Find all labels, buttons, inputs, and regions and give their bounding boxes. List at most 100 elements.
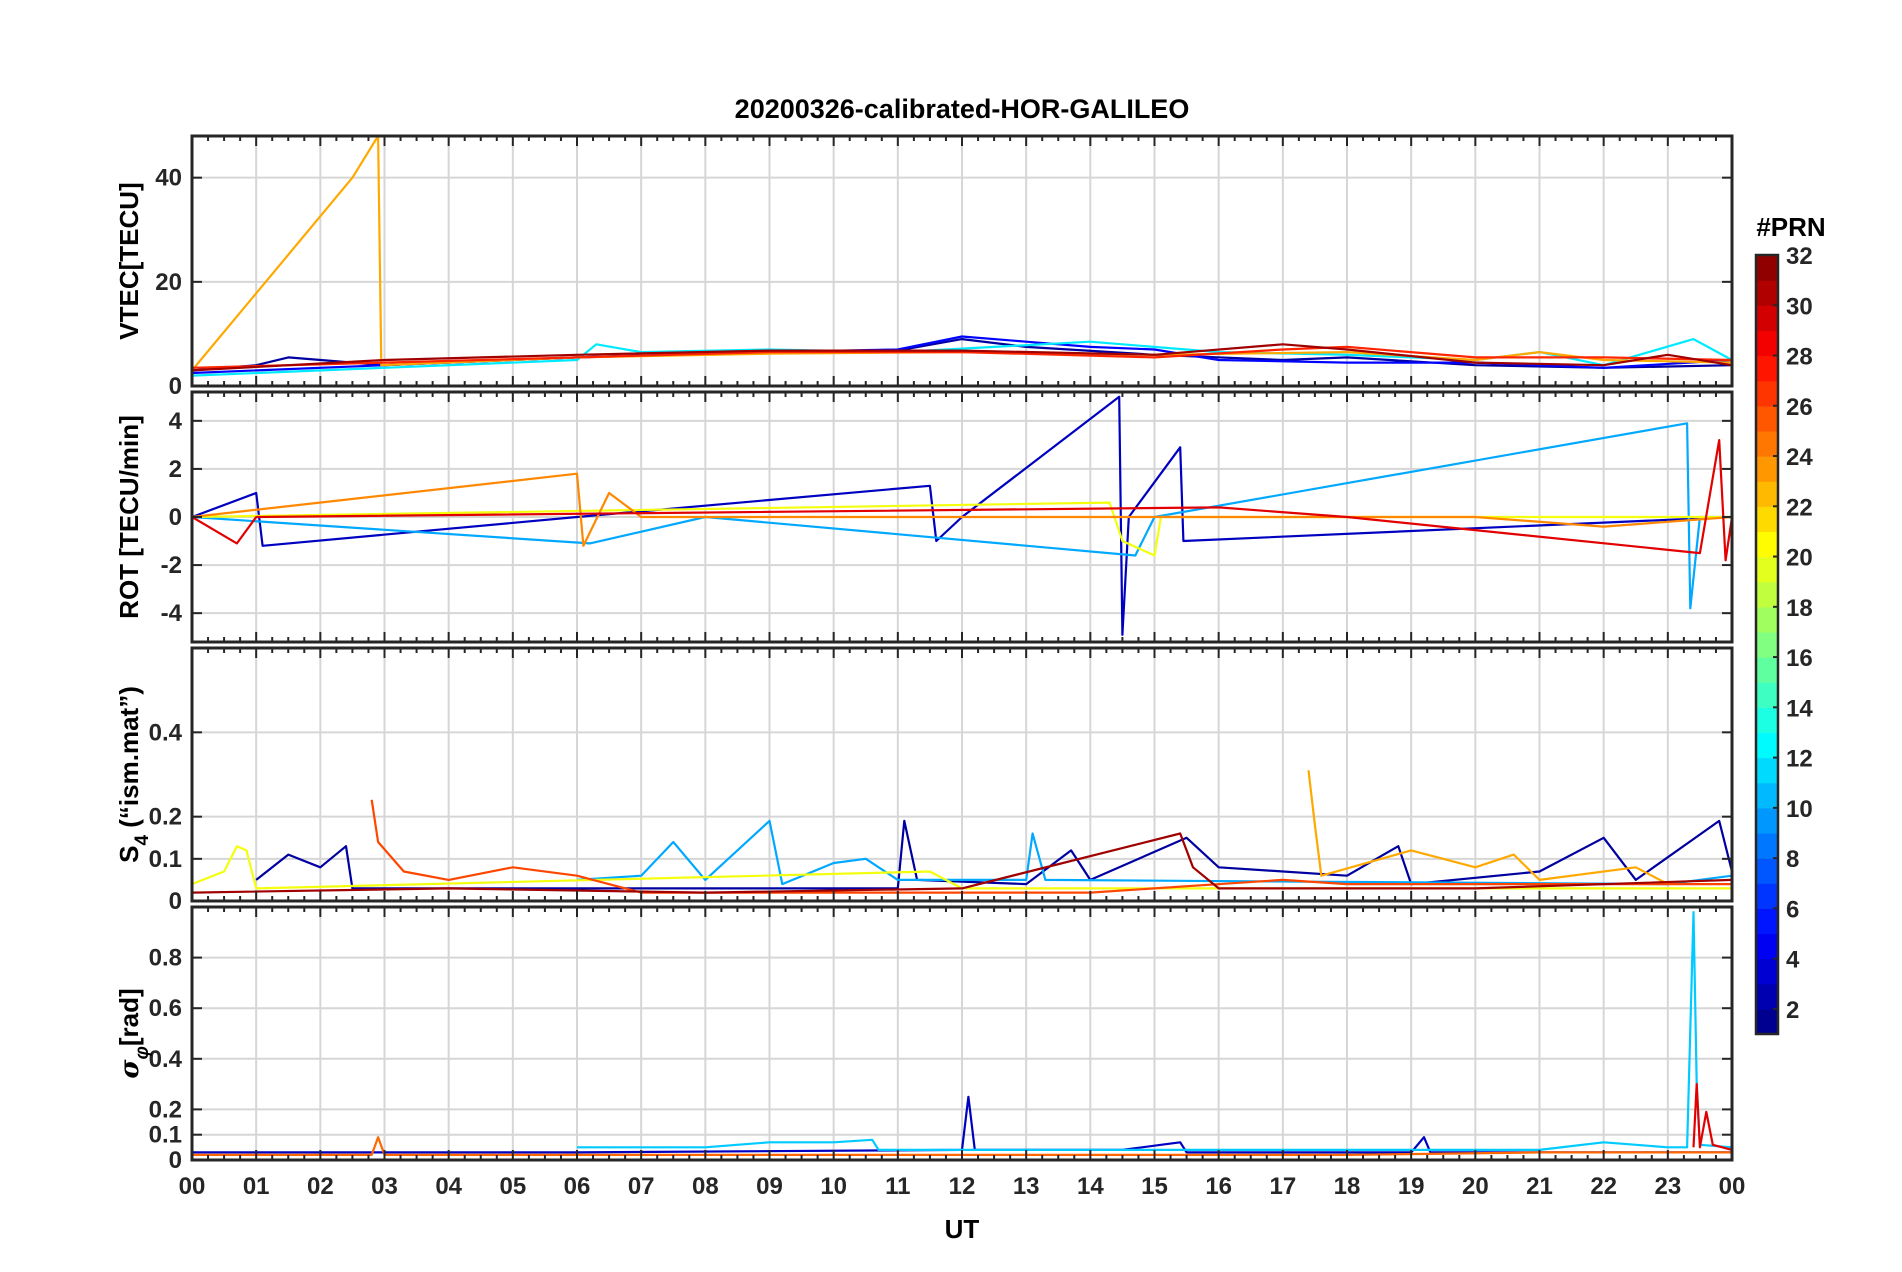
colorbar-segment xyxy=(1756,1008,1778,1035)
y-tick-label: 0.1 xyxy=(149,1122,182,1149)
y-tick-label: 0.4 xyxy=(149,719,183,746)
x-tick-label: 22 xyxy=(1590,1173,1617,1200)
colorbar-tick-label: 20 xyxy=(1786,545,1813,572)
x-tick-label: 05 xyxy=(499,1173,526,1200)
x-tick-label: 18 xyxy=(1334,1173,1361,1200)
series-group xyxy=(192,136,1732,377)
series-line-prn-24 xyxy=(192,472,1732,547)
colorbar-segment xyxy=(1756,883,1778,909)
colorbar-segment xyxy=(1756,380,1778,407)
colorbar-frame xyxy=(1754,253,1780,1036)
colorbar-segment xyxy=(1756,782,1778,809)
x-tick-label: 19 xyxy=(1398,1173,1425,1200)
series-line-prn-26 xyxy=(370,799,1732,894)
colorbar-segment xyxy=(1756,330,1778,357)
colorbar-segment xyxy=(1756,456,1778,482)
x-tick-label: 09 xyxy=(756,1173,783,1200)
colorbar-tick-label: 24 xyxy=(1786,444,1813,471)
x-tick-label: 03 xyxy=(371,1173,398,1200)
series-line-prn-29 xyxy=(192,439,1732,562)
y-tick-label: -2 xyxy=(161,552,182,579)
x-tick-label: 13 xyxy=(1013,1173,1040,1200)
colorbar-segment xyxy=(1756,807,1778,834)
colorbar-segment xyxy=(1756,983,1778,1010)
panel-vtec: 0 20 40 VTEC[TECU] xyxy=(114,134,1734,400)
colorbar-segment xyxy=(1756,657,1778,683)
x-tick-label: 11 xyxy=(885,1173,910,1200)
x-tick-label: 00 xyxy=(179,1173,206,1200)
y-tick-label: 0 xyxy=(169,373,182,400)
colorbar-segment xyxy=(1756,430,1778,457)
y-axis-label: σφ[rad] xyxy=(114,988,153,1078)
series-line-prn-29 xyxy=(1692,1083,1732,1151)
panel-s4: 0 0.1 0.2 0.4S4 (“ism.mat”) xyxy=(114,646,1734,915)
y-tick-label: 20 xyxy=(155,269,182,296)
y-tick-label: 0 xyxy=(169,1147,182,1174)
colorbar-tick-label: 10 xyxy=(1786,796,1813,823)
colorbar-segment xyxy=(1756,305,1778,331)
colorbar-tick-label: 30 xyxy=(1786,293,1813,320)
colorbar-segment xyxy=(1756,280,1778,306)
x-tick-label: 08 xyxy=(692,1173,719,1200)
colorbar-tick-label: 4 xyxy=(1786,947,1800,974)
y-tick-label: 0 xyxy=(169,888,182,915)
colorbar-tick-label: 12 xyxy=(1786,746,1813,773)
y-tick-label: -4 xyxy=(161,600,183,627)
y-tick-label: 0.6 xyxy=(149,995,182,1022)
colorbar-segment xyxy=(1756,832,1778,859)
colorbar-segment xyxy=(1756,581,1778,608)
y-tick-label: 0.2 xyxy=(149,804,182,831)
series-line-prn-10 xyxy=(576,819,1732,886)
colorbar-tick-label: 22 xyxy=(1786,494,1813,521)
colorbar-segment xyxy=(1756,606,1778,633)
series-line-prn-23 xyxy=(1307,770,1669,886)
y-tick-label: 4 xyxy=(169,408,183,435)
colorbar-tick-label: 14 xyxy=(1786,695,1813,722)
chart-title: 20200326-calibrated-HOR-GALILEO xyxy=(735,94,1190,124)
x-axis-label: UT xyxy=(945,1214,980,1244)
panel-rot: -4 -2 0 2 4 ROT [TECU/min] xyxy=(114,390,1734,644)
colorbar-tick-label: 2 xyxy=(1786,997,1799,1024)
colorbar-segment xyxy=(1756,531,1778,558)
x-tick-label: 12 xyxy=(949,1173,976,1200)
x-tick-label: 02 xyxy=(307,1173,334,1200)
series-line-prn-27 xyxy=(192,345,1732,369)
x-tick-label: 10 xyxy=(820,1173,847,1200)
y-tick-label: 0.8 xyxy=(149,945,182,972)
panel-sigma: 00.10.2 0.4 0.6 0.8 σφ[rad] xyxy=(114,905,1734,1174)
colorbar-segment xyxy=(1756,707,1778,734)
x-tick-label: 06 xyxy=(564,1173,591,1200)
series-line-prn-31 xyxy=(192,343,1732,372)
x-tick-label: 15 xyxy=(1141,1173,1168,1200)
x-tick-label: 20 xyxy=(1462,1173,1489,1200)
y-axis-label: ROT [TECU/min] xyxy=(114,415,144,619)
x-tick-label: 14 xyxy=(1077,1173,1104,1200)
x-tick-label: 04 xyxy=(435,1173,462,1200)
y-tick-label: 0.2 xyxy=(149,1096,182,1123)
series-line-prn-25 xyxy=(192,1136,1732,1156)
colorbar-segment xyxy=(1756,732,1778,759)
colorbar-segment xyxy=(1756,631,1778,658)
colorbar-segment xyxy=(1756,355,1778,382)
colorbar-tick-label: 8 xyxy=(1786,846,1799,873)
colorbar-tick-label: 6 xyxy=(1786,896,1799,923)
colorbar-tick-label: 16 xyxy=(1786,645,1813,672)
colorbar-title: #PRN xyxy=(1756,212,1825,242)
series-group xyxy=(192,770,1732,894)
x-tick-label: 21 xyxy=(1526,1173,1553,1200)
colorbar-segment xyxy=(1756,682,1778,708)
x-tick-label: 23 xyxy=(1654,1173,1681,1200)
colorbar-segment xyxy=(1756,933,1778,960)
colorbar-tick-label: 18 xyxy=(1786,595,1813,622)
series-line-prn-11 xyxy=(577,911,1732,1151)
colorbar-tick-label: 28 xyxy=(1786,344,1813,371)
colorbar-segment xyxy=(1756,506,1778,533)
colorbar-segment xyxy=(1756,858,1778,884)
colorbar-segment xyxy=(1756,958,1778,985)
y-tick-label: 0.4 xyxy=(149,1046,183,1073)
x-tick-label: 16 xyxy=(1205,1173,1232,1200)
colorbar-tick-label: 32 xyxy=(1786,243,1813,270)
